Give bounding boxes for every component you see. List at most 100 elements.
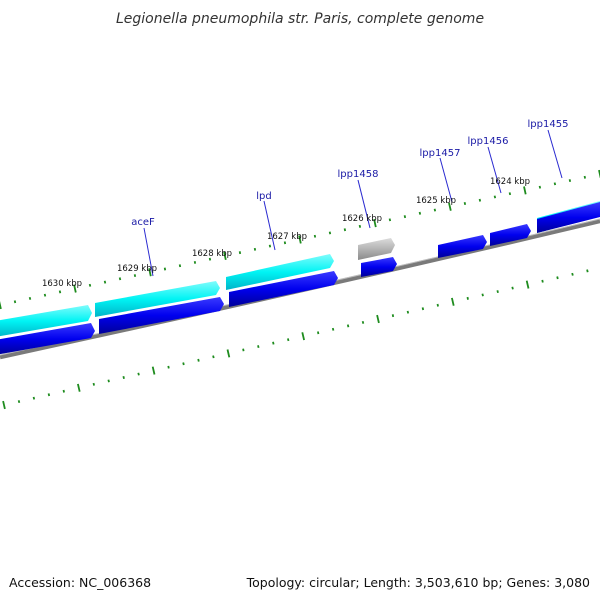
minor-tick [391, 314, 395, 318]
minor-tick [32, 396, 36, 400]
minor-tick [478, 198, 482, 202]
feature-lpp1458[interactable] [358, 238, 395, 260]
minor-tick [433, 208, 437, 212]
kbp-label-1625: 1625 kbp [416, 196, 456, 206]
cds-reverse-4[interactable] [361, 257, 397, 277]
minor-tick [118, 277, 122, 281]
minor-tick [163, 267, 167, 271]
major-tick [525, 280, 530, 289]
minor-tick [343, 228, 347, 232]
minor-tick [317, 331, 320, 335]
leader-acef [143, 227, 154, 277]
minor-tick [107, 379, 110, 383]
cds-forward-lpd[interactable] [226, 254, 334, 290]
minor-tick [122, 375, 125, 380]
major-tick [73, 284, 77, 293]
gene-label-lpd[interactable]: lpd [256, 191, 271, 202]
minor-tick [346, 324, 350, 328]
major-tick [0, 300, 2, 310]
cds-forward-acef[interactable] [95, 281, 220, 317]
cds-lpp1456[interactable] [490, 224, 531, 246]
minor-tick [268, 244, 272, 248]
kbp-label-1630: 1630 kbp [42, 279, 82, 289]
minor-tick [481, 293, 484, 297]
cds-reverse-3[interactable] [229, 271, 338, 307]
minor-tick [212, 355, 215, 359]
gene-label-acef[interactable]: aceF [131, 217, 155, 228]
minor-tick [178, 264, 182, 268]
minor-tick [287, 338, 290, 342]
major-tick [298, 235, 302, 244]
major-tick [448, 202, 452, 211]
reverse-strand-features [0, 202, 600, 355]
minor-tick [238, 251, 242, 255]
minor-tick [463, 201, 467, 206]
gene-label-leaders [143, 129, 563, 277]
major-tick [151, 366, 156, 375]
minor-tick [43, 293, 47, 297]
major-tick [2, 400, 6, 410]
leader-lpp1455 [547, 129, 563, 179]
minor-tick [328, 231, 332, 235]
tick-marks-lower [2, 269, 589, 410]
accession-text: Accession: NC_006368 [9, 575, 151, 590]
minor-tick [553, 182, 557, 186]
minor-tick [571, 272, 574, 276]
major-tick [301, 332, 305, 341]
minor-tick [92, 382, 95, 386]
cds-reverse-2[interactable] [99, 297, 224, 334]
cds-forward-left[interactable] [0, 305, 92, 337]
minor-tick [257, 345, 260, 349]
cds-reverse-left[interactable] [0, 323, 95, 355]
leader-lpd [263, 200, 276, 251]
gene-label-lpp1455[interactable]: lpp1455 [528, 119, 569, 130]
minor-tick [28, 296, 32, 300]
minor-tick [418, 211, 422, 215]
minor-tick [541, 279, 544, 283]
gene-label-lpp1458[interactable]: lpp1458 [338, 169, 379, 180]
gene-label-lpp1456[interactable]: lpp1456 [468, 136, 509, 147]
kbp-label-1627: 1627 kbp [267, 232, 307, 242]
topology-text: Topology: circular; Length: 3,503,610 bp… [246, 575, 590, 590]
minor-tick [421, 307, 425, 311]
cds-lpp1457[interactable] [438, 235, 487, 258]
kbp-label-1626: 1626 kbp [342, 214, 382, 224]
minor-tick [388, 218, 392, 222]
minor-tick [331, 327, 335, 331]
major-tick [77, 383, 81, 392]
minor-tick [361, 320, 365, 324]
kbp-label-1624: 1624 kbp [490, 177, 530, 187]
minor-tick [538, 185, 542, 189]
minor-tick [62, 389, 65, 393]
leader-lpp1456 [487, 146, 502, 194]
minor-tick [193, 261, 197, 264]
minor-tick [466, 296, 469, 300]
minor-tick [403, 215, 407, 219]
minor-tick [17, 400, 21, 404]
minor-tick [586, 269, 589, 273]
forward-strand-features [0, 201, 600, 337]
minor-tick [103, 280, 107, 284]
minor-tick [13, 300, 17, 304]
minor-tick [253, 247, 257, 251]
major-tick [373, 219, 377, 228]
kbp-label-1628: 1628 kbp [192, 249, 232, 259]
leader-lpp1457 [439, 157, 453, 203]
tick-marks-upper [0, 169, 600, 310]
minor-tick [58, 290, 62, 294]
major-tick [223, 251, 227, 260]
map-title: Legionella pneumophila str. Paris, compl… [116, 11, 484, 27]
minor-tick [406, 310, 410, 314]
gene-label-lpp1457[interactable]: lpp1457 [420, 148, 461, 159]
major-tick [226, 349, 231, 358]
minor-tick [272, 341, 275, 345]
minor-tick [496, 290, 499, 294]
minor-tick [568, 179, 572, 183]
minor-tick [197, 358, 200, 362]
minor-tick [167, 365, 170, 369]
cds-lpp1455[interactable] [537, 202, 600, 233]
major-tick [148, 268, 152, 277]
gene-labels: aceF lpd lpp1458 lpp1457 lpp1456 lpp1455 [131, 119, 568, 228]
minor-tick [133, 274, 137, 277]
